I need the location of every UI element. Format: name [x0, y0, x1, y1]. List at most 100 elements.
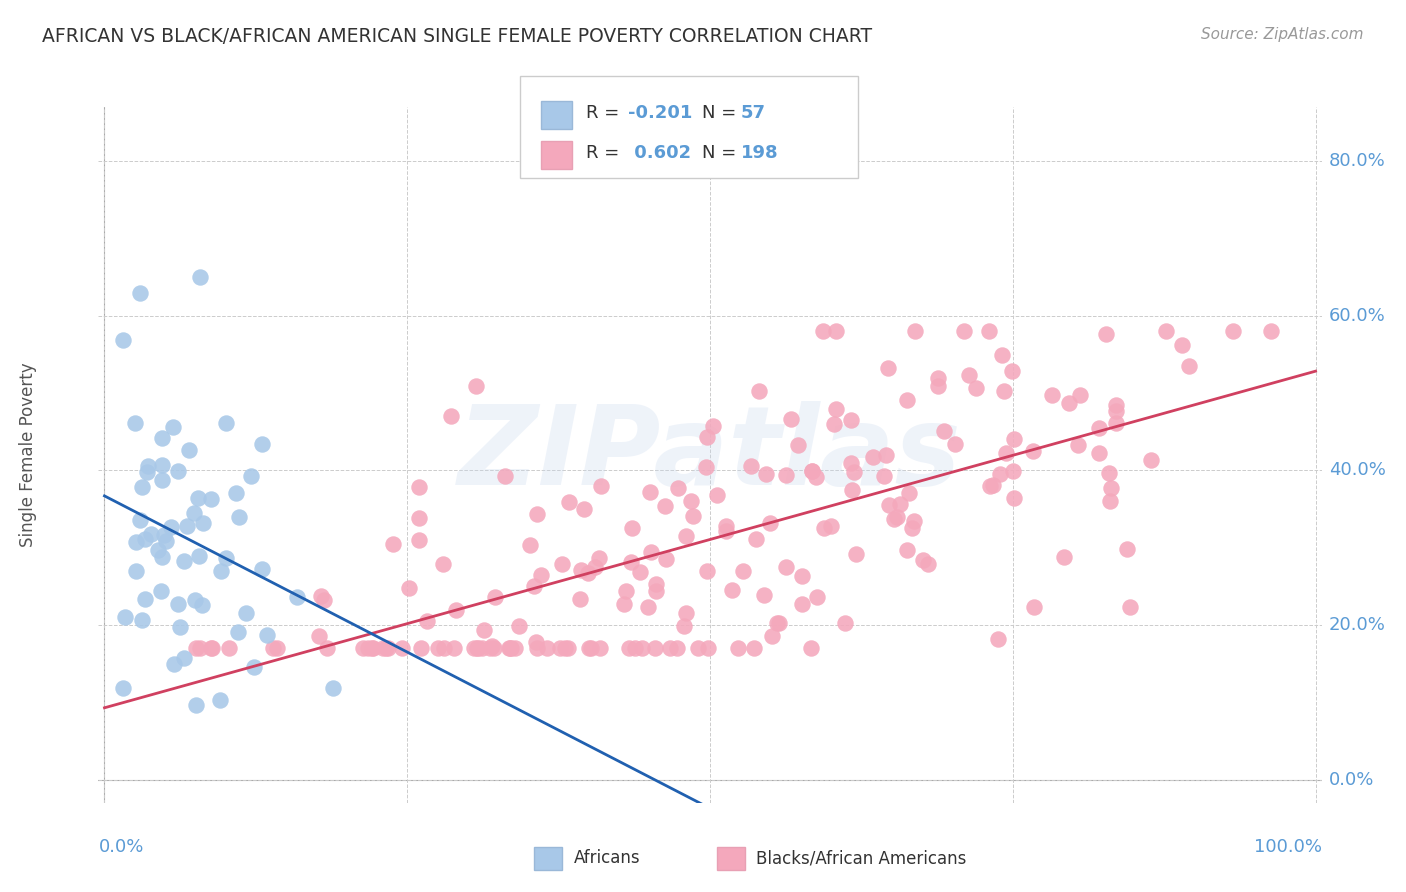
Text: -0.201: -0.201 [628, 104, 693, 122]
Point [825, 324, 848, 338]
Point [901, 521, 924, 535]
Point [716, 524, 738, 539]
Point [845, 547, 868, 561]
Point [620, 555, 643, 569]
Point [927, 370, 949, 384]
Point [186, 698, 208, 712]
Point [408, 511, 430, 525]
Point [721, 582, 744, 597]
Point [1057, 396, 1080, 410]
Point [201, 641, 224, 656]
Point [1001, 464, 1024, 478]
Point [524, 635, 547, 649]
Text: N =: N = [702, 104, 741, 122]
Point [616, 584, 638, 599]
Point [153, 528, 176, 542]
Point [903, 324, 925, 338]
Text: AFRICAN VS BLACK/AFRICAN AMERICAN SINGLE FEMALE POVERTY CORRELATION CHART: AFRICAN VS BLACK/AFRICAN AMERICAN SINGLE… [42, 27, 872, 45]
Point [896, 542, 918, 557]
Point [160, 520, 183, 534]
Point [150, 474, 173, 488]
Point [134, 592, 156, 607]
Point [681, 493, 703, 508]
Point [1139, 453, 1161, 467]
Point [1171, 338, 1194, 352]
Point [755, 467, 778, 481]
Point [645, 584, 668, 599]
Point [1156, 324, 1178, 338]
Point [572, 501, 595, 516]
Point [839, 412, 862, 426]
Point [957, 368, 980, 383]
Text: Source: ZipAtlas.com: Source: ZipAtlas.com [1201, 27, 1364, 42]
Point [150, 431, 173, 445]
Point [792, 597, 814, 611]
Point [696, 564, 718, 578]
Point [569, 592, 592, 607]
Point [589, 479, 612, 493]
Point [128, 285, 150, 300]
Point [228, 625, 250, 640]
Point [987, 632, 1010, 646]
Point [786, 438, 808, 452]
Point [433, 641, 456, 656]
Point [409, 641, 432, 656]
Point [706, 488, 728, 502]
Text: 20.0%: 20.0% [1329, 616, 1385, 634]
Point [136, 458, 159, 473]
Point [1069, 388, 1091, 402]
Point [309, 589, 332, 603]
Point [654, 499, 676, 513]
Point [225, 486, 247, 500]
Point [465, 378, 488, 392]
Point [578, 641, 600, 656]
Point [988, 467, 1011, 482]
Point [262, 641, 284, 656]
Point [200, 491, 222, 506]
Point [371, 641, 394, 656]
Point [953, 324, 976, 338]
Point [208, 692, 231, 706]
Point [875, 448, 897, 462]
Point [503, 641, 526, 656]
Point [702, 418, 724, 433]
Point [1115, 542, 1137, 557]
Point [825, 401, 848, 416]
Point [697, 641, 720, 656]
Point [558, 495, 581, 509]
Point [184, 593, 207, 607]
Point [672, 618, 695, 632]
Point [214, 417, 236, 431]
Point [188, 270, 211, 285]
Point [408, 533, 430, 547]
Point [766, 616, 789, 631]
Point [675, 529, 697, 543]
Point [1002, 432, 1025, 446]
Point [183, 506, 205, 520]
Point [638, 485, 661, 500]
Point [841, 483, 863, 498]
Point [1022, 600, 1045, 615]
Point [177, 442, 200, 457]
Point [637, 600, 659, 615]
Point [131, 480, 153, 494]
Point [139, 527, 162, 541]
Point [1098, 467, 1121, 481]
Point [1105, 416, 1128, 430]
Point [426, 641, 449, 656]
Point [613, 597, 636, 611]
Point [877, 360, 900, 375]
Point [499, 641, 522, 656]
Point [806, 591, 828, 605]
Point [472, 623, 495, 637]
Point [190, 598, 212, 612]
Point [665, 641, 688, 656]
Point [173, 650, 195, 665]
Point [200, 641, 222, 656]
Point [252, 436, 274, 450]
Point [800, 464, 823, 478]
Point [1067, 438, 1090, 452]
Point [536, 641, 558, 656]
Point [526, 507, 548, 521]
Point [806, 470, 828, 484]
